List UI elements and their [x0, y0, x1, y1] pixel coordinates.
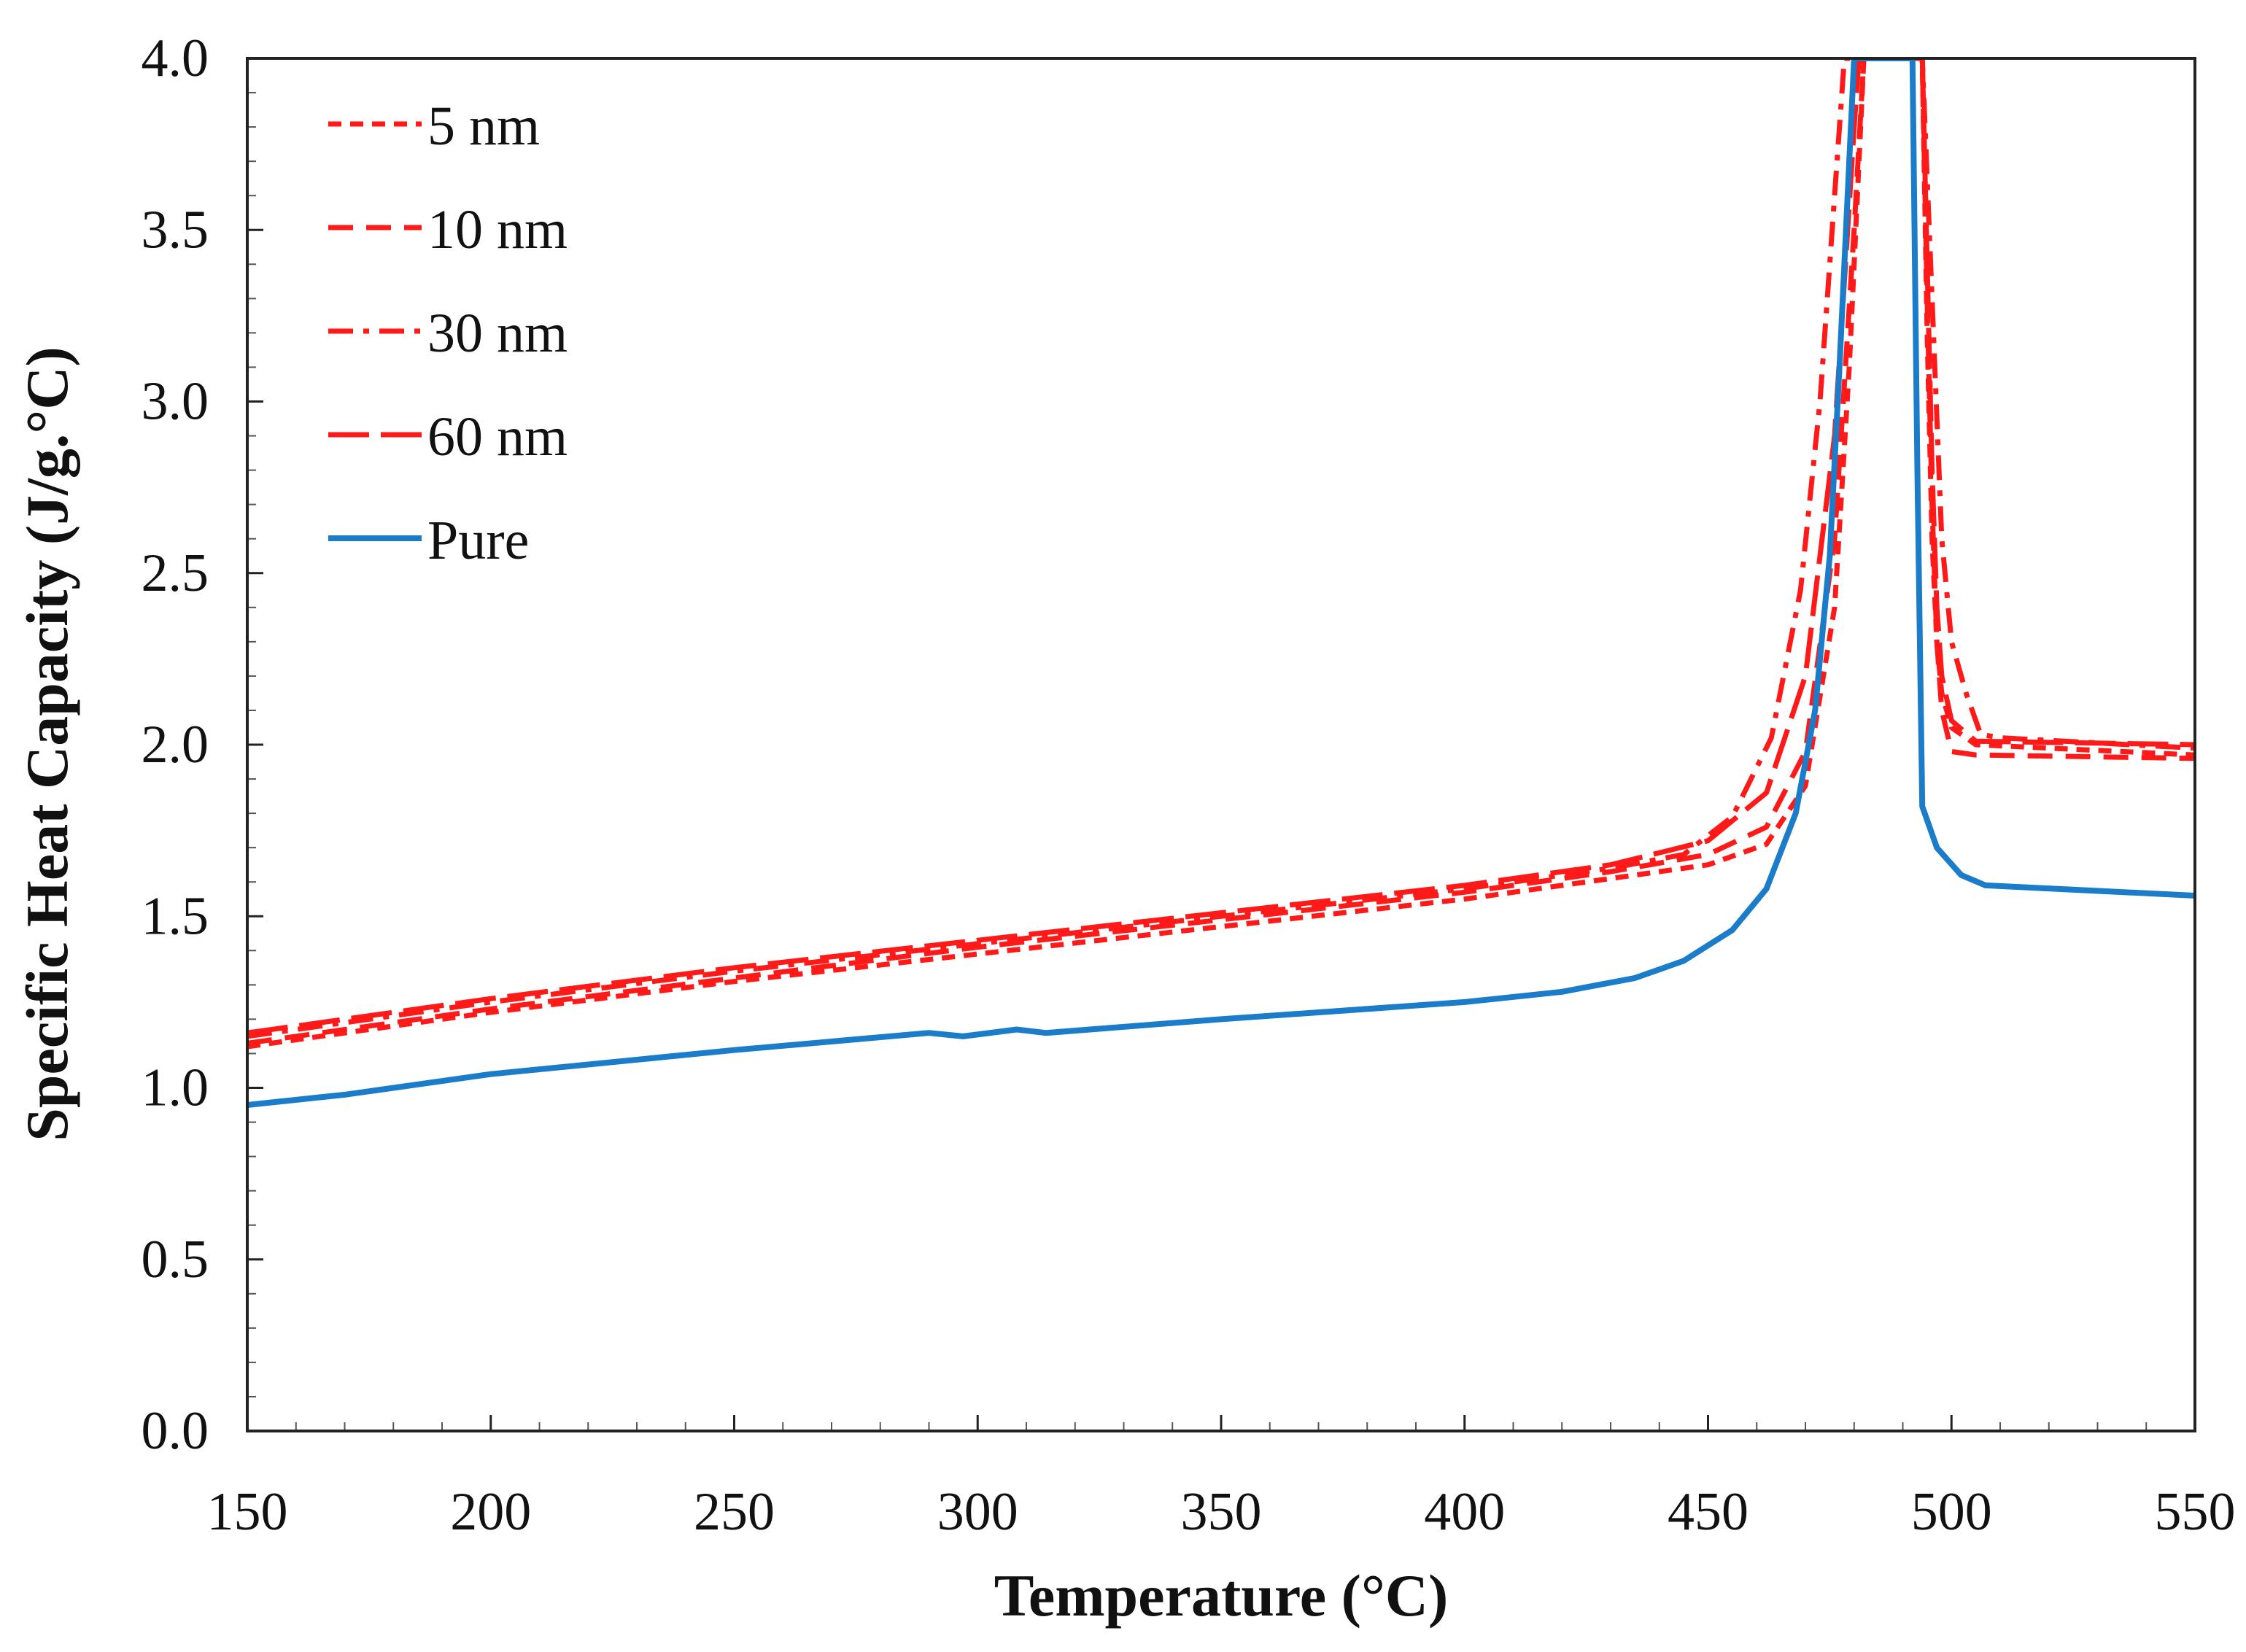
y-tick-label: 1.5	[142, 886, 209, 946]
legend-label-60-nm: 60 nm	[427, 406, 568, 468]
x-tick-label: 400	[1424, 1482, 1505, 1542]
legend-label-pure: Pure	[427, 510, 529, 571]
y-tick-label: 2.5	[142, 543, 209, 603]
tick-labels: 150 200 250 300 350 400 450 500 550 0.0 0.5 1.0 1.5 2…	[142, 28, 2236, 1542]
x-tick-label: 550	[2155, 1482, 2236, 1542]
x-tick-label: 300	[937, 1482, 1018, 1542]
x-tick-label: 150	[207, 1482, 288, 1542]
y-tick-label: 3.0	[142, 372, 209, 432]
y-tick-label: 0.0	[142, 1401, 209, 1461]
y-tick-label: 0.5	[142, 1230, 209, 1290]
y-tick-label: 2.0	[142, 715, 209, 775]
y-axis-title: Specific Heat Capacity (J/g.°C)	[14, 346, 80, 1141]
x-tick-label: 200	[450, 1482, 531, 1542]
series-layer	[247, 58, 2195, 1108]
series-line-30-nm	[247, 58, 2195, 1039]
plot-border	[246, 57, 2196, 1432]
x-tick-label: 350	[1181, 1482, 1262, 1542]
legend-label-10-nm: 10 nm	[427, 199, 568, 260]
plot-area	[247, 58, 2195, 1431]
series-line-5-nm	[247, 58, 2195, 1050]
y-tick-label: 3.5	[142, 200, 209, 260]
legend-label-30-nm: 30 nm	[427, 303, 568, 364]
x-tick-label: 450	[1668, 1482, 1749, 1542]
series-line-pure	[247, 58, 2195, 1108]
legend-label-5-nm: 5 nm	[427, 96, 540, 157]
x-tick-label: 250	[694, 1482, 775, 1542]
legend: 5 nm 10 nm 30 nm 60 nm Pure	[328, 96, 568, 571]
x-tick-label: 500	[1911, 1482, 1992, 1542]
y-tick-label: 1.0	[142, 1058, 209, 1118]
x-axis-title: Temperature (°C)	[994, 1562, 1449, 1629]
series-line-10-nm	[247, 58, 2195, 1046]
y-tick-label: 4.0	[142, 28, 209, 88]
